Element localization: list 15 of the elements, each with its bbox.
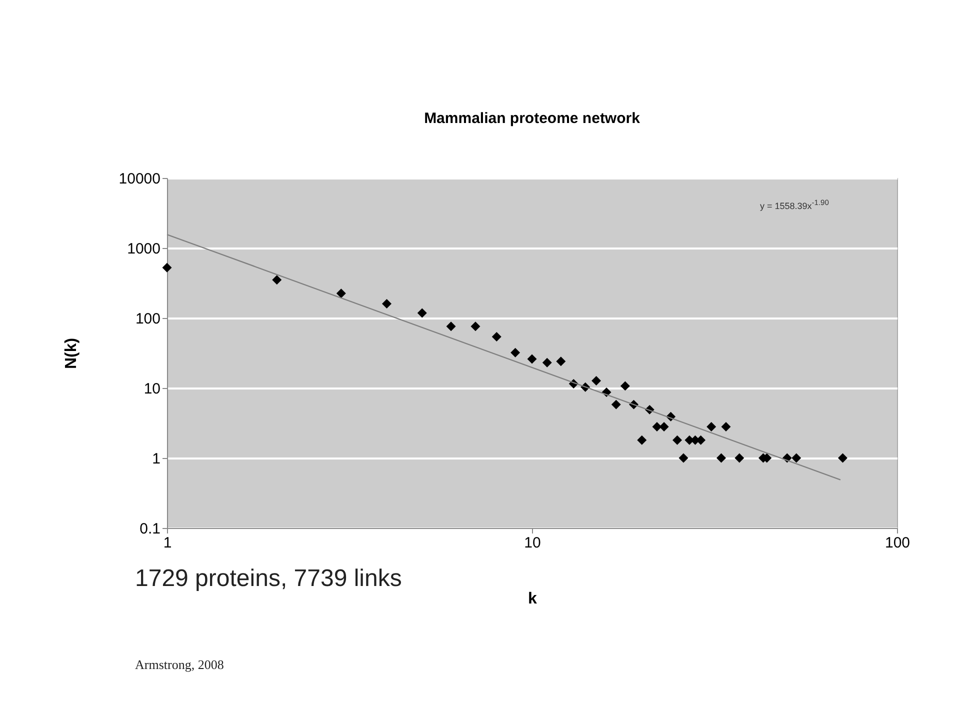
- x-tick-label: 100: [884, 534, 910, 552]
- y-axis-title: N(k): [62, 338, 80, 370]
- y-tick-label: 10: [144, 380, 160, 398]
- y-tick-label: 100: [135, 310, 160, 328]
- x-tick-label: 1: [163, 534, 172, 552]
- x-tick-label: 10: [524, 534, 541, 552]
- y-tick-label: 10000: [118, 170, 160, 188]
- text: 1729 proteins, 7739 links: [135, 565, 402, 593]
- chart-title: Mammalian proteome network: [424, 110, 641, 127]
- text: Armstrong, 2008: [135, 657, 224, 673]
- y-tick-label: 0.1: [140, 520, 160, 538]
- x-axis-title: k: [528, 590, 538, 608]
- y-tick-label: 1: [152, 450, 160, 468]
- annotation: y = 1558.39x$^{-1.90}$: [760, 198, 829, 211]
- y-tick-label: 1000: [127, 240, 160, 258]
